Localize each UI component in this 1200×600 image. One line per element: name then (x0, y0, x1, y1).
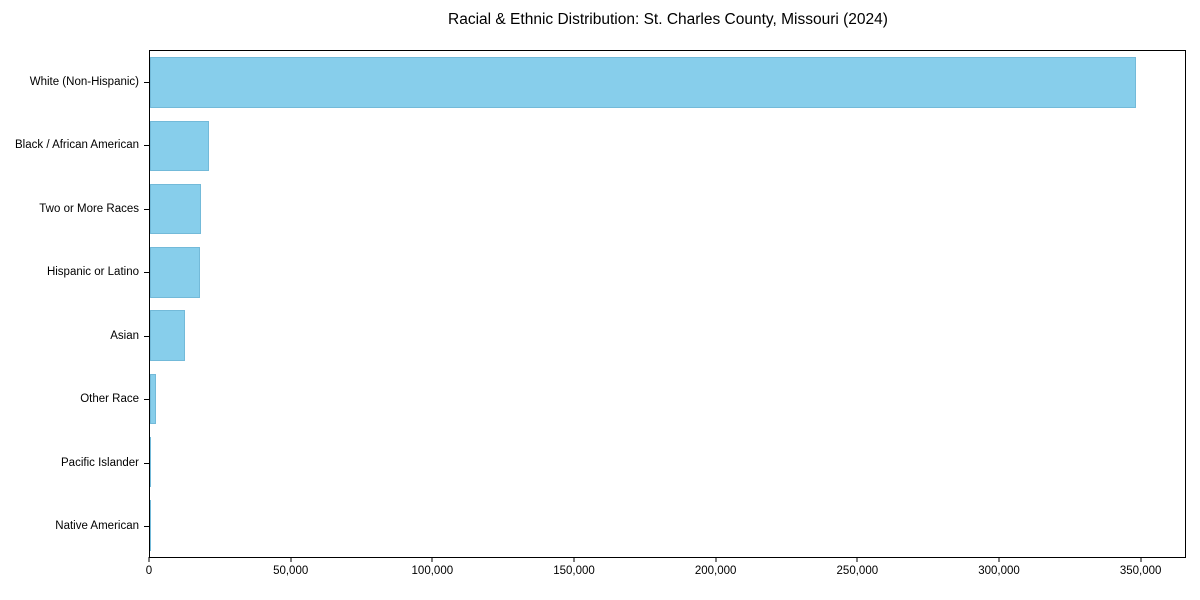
y-tick-label: Other Race (80, 393, 139, 406)
y-tick-mark (144, 208, 149, 210)
bar (150, 373, 156, 425)
y-axis-labels: White (Non-Hispanic) Black / African Amer… (0, 50, 149, 558)
y-label-row: Native American (0, 495, 149, 559)
y-label-row: Two or More Races (0, 177, 149, 241)
x-tick-label: 100,000 (411, 565, 454, 577)
y-tick-mark (144, 462, 149, 464)
bar-row (150, 241, 1185, 304)
x-tick-mark (1140, 557, 1142, 562)
y-tick-mark (144, 145, 149, 147)
x-tick-mark (148, 557, 150, 562)
x-tick-label: 150,000 (553, 565, 595, 577)
bar-row (150, 114, 1185, 177)
bar-row (150, 51, 1185, 114)
y-tick-mark (144, 399, 149, 401)
plot-area (149, 50, 1186, 558)
x-tick-mark (715, 557, 717, 562)
x-tick-mark (573, 557, 575, 562)
x-axis: 0 50,000 100,000 150,000 200,000 250,000 300,0… (145, 557, 1186, 597)
bar (150, 500, 151, 551)
x-tick-mark (431, 557, 433, 562)
bar (150, 436, 151, 488)
bar (150, 183, 201, 235)
y-tick-label: Black / African American (15, 139, 139, 152)
bar-row (150, 178, 1185, 241)
y-tick-mark (144, 335, 149, 337)
y-label-row: Pacific Islander (0, 431, 149, 495)
x-tick-label: 350,000 (1119, 565, 1162, 577)
y-tick-label: Asian (110, 329, 139, 342)
x-tick-label: 300,000 (978, 565, 1020, 577)
x-tick-label: 250,000 (836, 565, 879, 577)
bar (150, 57, 1136, 108)
y-tick-label: Native American (55, 520, 139, 533)
y-label-row: Other Race (0, 368, 149, 432)
y-tick-mark (144, 272, 149, 274)
y-tick-label: Two or More Races (39, 202, 139, 215)
bar-row (150, 431, 1185, 494)
x-tick-label: 0 (145, 565, 153, 577)
bar (150, 120, 210, 172)
y-label-row: Black / African American (0, 114, 149, 178)
bar-row (150, 304, 1185, 367)
x-tick-mark (290, 557, 292, 562)
y-tick-label: White (Non-Hispanic) (29, 75, 139, 88)
x-tick-label: 50,000 (273, 565, 309, 577)
y-tick-mark (144, 81, 149, 83)
x-tick-mark (856, 557, 858, 562)
bar-row (150, 367, 1185, 430)
bar (150, 247, 201, 298)
y-tick-label: Hispanic or Latino (46, 266, 139, 279)
x-tick-mark (998, 557, 1000, 562)
y-label-row: Hispanic or Latino (0, 241, 149, 305)
x-tick-label: 200,000 (694, 565, 737, 577)
chart-title: Racial & Ethnic Distribution: St. Charle… (448, 11, 888, 28)
y-tick-mark (144, 526, 149, 528)
y-label-row: Asian (0, 304, 149, 368)
y-tick-label: Pacific Islander (61, 456, 139, 469)
bar-row (150, 494, 1185, 557)
bar (150, 310, 186, 361)
y-label-row: White (Non-Hispanic) (0, 50, 149, 114)
